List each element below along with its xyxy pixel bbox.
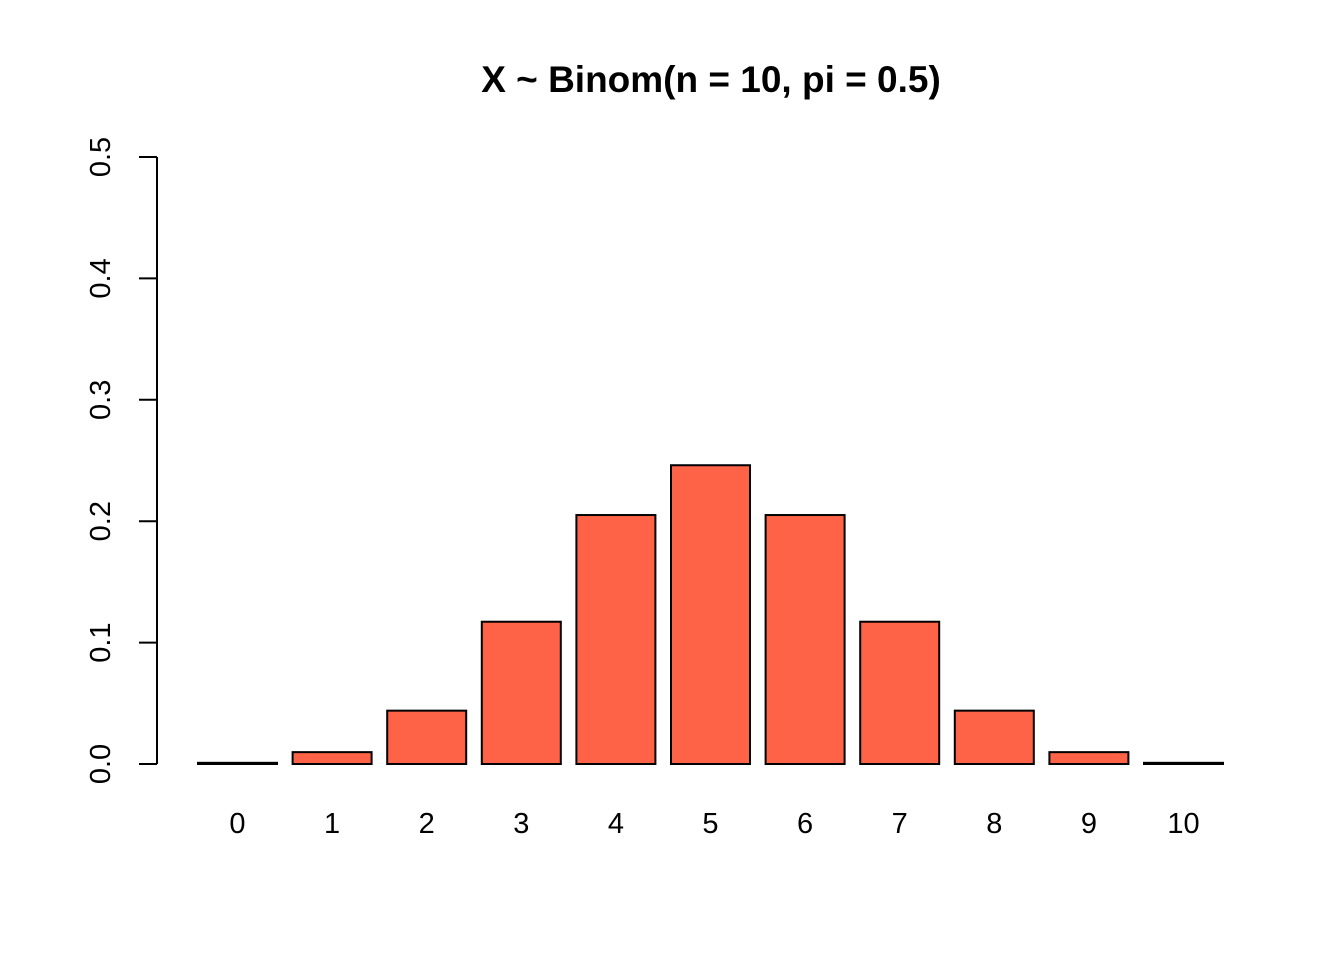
bar-0 [197,761,278,765]
bar-10 [1143,761,1224,765]
bar-8 [953,709,1035,765]
x-tick-label: 3 [513,808,529,840]
bar-4 [575,514,657,765]
bar-5 [670,464,751,765]
x-axis-labels: 0 1 2 3 4 5 6 7 8 9 10 [229,808,1199,840]
x-tick-label: 7 [892,808,908,840]
bar-6 [764,514,846,765]
y-axis: 0.0 0.1 0.2 0.3 0.4 0.5 [85,137,157,784]
x-tick-label: 5 [702,808,718,840]
x-tick-label: 1 [324,808,340,840]
y-tick-label: 0.2 [85,501,117,541]
bars [197,464,1224,766]
x-tick-label: 0 [229,808,245,840]
x-tick-label: 10 [1167,808,1199,840]
x-tick-label: 2 [419,808,435,840]
chart-title: X ~ Binom(n = 10, pi = 0.5) [481,59,941,100]
x-tick-label: 6 [797,808,813,840]
y-tick-label: 0.1 [85,622,117,662]
x-tick-label: 4 [608,808,624,840]
bar-7 [859,620,941,765]
bar-1 [291,751,373,766]
x-tick-label: 8 [986,808,1002,840]
bar-2 [386,709,468,765]
y-tick-label: 0.5 [85,137,117,177]
y-tick-label: 0.4 [85,258,117,298]
bar-9 [1048,751,1130,766]
y-tick-label: 0.0 [85,744,117,784]
y-tick-label: 0.3 [85,380,117,420]
x-tick-label: 9 [1081,808,1097,840]
bar-3 [480,620,562,765]
